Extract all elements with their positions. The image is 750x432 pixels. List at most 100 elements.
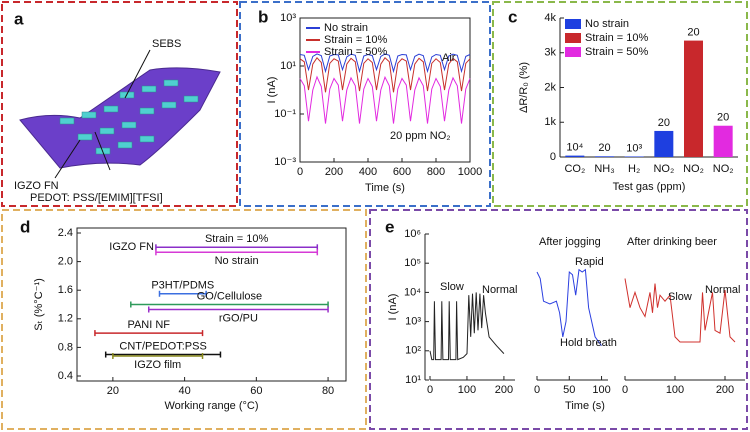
bar-annotation: 10³ — [626, 142, 642, 154]
y-tick-label: 1.2 — [58, 313, 73, 325]
subplot-title: After drinking beer — [627, 236, 717, 248]
line — [299, 53, 471, 74]
y-tick-label: 10⁶ — [404, 228, 421, 240]
x-tick-label: 50 — [563, 384, 575, 396]
x-axis-label: Test gas (ppm) — [613, 181, 686, 193]
annotation: IGZO FN — [109, 241, 154, 253]
y-tick-label: 1.6 — [58, 284, 73, 296]
label: IGZO FN — [14, 180, 59, 192]
annotation: Hold breath — [560, 337, 617, 349]
y-tick-label: 2.4 — [58, 227, 73, 239]
range-label: No strain — [215, 255, 259, 267]
panel-border — [492, 1, 748, 207]
bar-annotation: 20 — [687, 26, 699, 38]
range-label: CNT/PEDOT:PSS — [119, 340, 206, 352]
bar-annotation: 20 — [658, 117, 670, 129]
x-tick-label: 0 — [622, 384, 628, 396]
x-tick-label: NH₃ — [594, 163, 614, 175]
legend-label: Strain = 50% — [585, 46, 649, 58]
y-axis-label: ΔR/R₀ (%) — [518, 62, 530, 113]
x-axis-label: Working range (°C) — [164, 400, 258, 412]
line — [536, 268, 602, 346]
x-tick-label: 1000 — [458, 166, 482, 178]
legend-label: Strain = 10% — [324, 34, 388, 46]
x-tick-label: 600 — [393, 166, 411, 178]
bar-annotation: 20 — [598, 142, 610, 154]
range-label: P3HT/PDMS — [151, 280, 214, 292]
y-tick-label: 10³ — [280, 12, 296, 24]
x-tick-label: CO₂ — [564, 163, 585, 175]
range-label: GO/Cellulose — [197, 290, 262, 302]
pointer — [54, 139, 81, 179]
bar-annotation: 20 — [717, 112, 729, 124]
y-tick-label: 10⁴ — [404, 286, 421, 298]
x-tick-label: 200 — [716, 384, 734, 396]
annotation: 20 ppm NO₂ — [390, 130, 451, 142]
annotation: Normal — [705, 284, 740, 296]
bar — [595, 156, 614, 157]
range-label: rGO/PU — [219, 312, 258, 324]
y-tick-label: 10⁵ — [404, 257, 421, 269]
legend-label: Strain = 50% — [324, 46, 388, 58]
substrate — [19, 67, 221, 169]
x-tick-label: 100 — [592, 384, 610, 396]
x-tick-label: 40 — [178, 385, 190, 397]
line — [299, 56, 471, 93]
bar — [624, 156, 644, 157]
subplot-title: After jogging — [539, 236, 601, 248]
panel-border — [1, 209, 367, 430]
line — [299, 75, 471, 124]
x-tick-label: 80 — [322, 385, 334, 397]
y-axis-label: Sₜ (%°C⁻¹) — [33, 278, 45, 331]
panel-border — [239, 1, 491, 207]
legend-label: Strain = 10% — [585, 32, 649, 44]
panel-label: c — [508, 7, 517, 26]
label: SEBS — [152, 38, 181, 50]
x-tick-label: 200 — [325, 166, 343, 178]
y-tick-label: 10⁻³ — [274, 156, 296, 168]
plot-frame — [299, 17, 471, 163]
plot-frame — [76, 227, 347, 382]
range-label: Strain = 10% — [205, 233, 269, 245]
y-tick-label: 2.0 — [58, 256, 73, 268]
x-axis-label: Time (s) — [565, 400, 605, 412]
y-tick-label: 1k — [544, 116, 556, 128]
y-tick-label: 2k — [544, 81, 556, 93]
pointer — [94, 131, 111, 171]
legend-label: No strain — [324, 22, 368, 34]
y-tick-label: 0.8 — [58, 341, 73, 353]
panel-border — [369, 209, 748, 430]
x-axis-label: Time (s) — [365, 182, 405, 194]
y-tick-label: 0.4 — [58, 370, 73, 382]
y-tick-label: 10³ — [405, 316, 421, 328]
x-tick-label: 400 — [359, 166, 377, 178]
y-tick-label: 10⁻¹ — [274, 108, 296, 120]
y-tick-label: 10² — [405, 345, 421, 357]
panel-label: e — [385, 217, 394, 236]
x-tick-label: 100 — [666, 384, 684, 396]
device-illustration: a SEBS IGZO FN PEDOT: PSS/[EMIM][TFSI] — [14, 9, 221, 204]
bar — [713, 125, 733, 157]
legend-swatch — [565, 33, 581, 43]
x-tick-label: 0 — [534, 384, 540, 396]
x-tick-label: 200 — [495, 384, 513, 396]
y-axis-label: I (nA) — [387, 294, 399, 321]
x-tick-label: NO₂ — [653, 163, 674, 175]
x-tick-label: 0 — [427, 384, 433, 396]
panel-label: d — [20, 217, 30, 236]
range-label: PANI NF — [127, 319, 170, 331]
x-tick-label: NO₂ — [713, 163, 734, 175]
label: PEDOT: PSS/[EMIM][TFSI] — [30, 192, 163, 204]
annotation: Rapid — [575, 256, 604, 268]
y-tick-label: 10¹ — [280, 60, 296, 72]
x-tick-label: 20 — [107, 385, 119, 397]
x-tick-label: 800 — [427, 166, 445, 178]
pointer — [124, 49, 151, 99]
legend-swatch — [565, 19, 581, 29]
annotation: Air — [442, 52, 456, 64]
y-tick-label: 0 — [550, 151, 556, 163]
panel-label: a — [14, 9, 24, 28]
x-tick-label: H₂ — [628, 163, 640, 175]
annotation: Slow — [668, 291, 692, 303]
